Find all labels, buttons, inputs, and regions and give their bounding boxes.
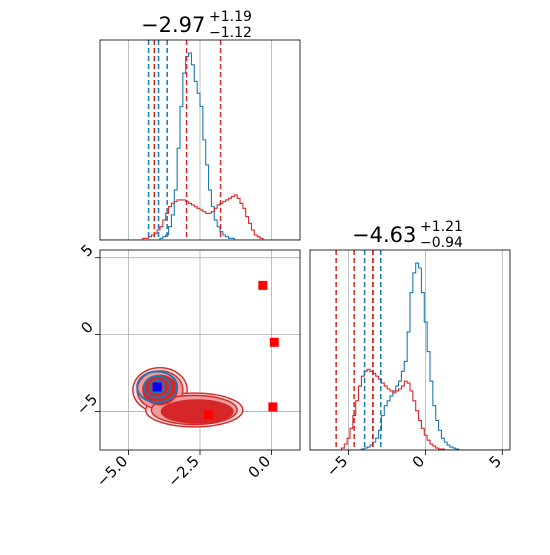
- y-tick-label: 5: [77, 241, 96, 260]
- x-tick-label: −2.5: [164, 452, 202, 490]
- marginal-2-quantile-lines: [335, 250, 382, 450]
- marker: [269, 337, 279, 347]
- marginal-2-ticks: −5 0 5: [323, 450, 505, 480]
- marginal-1-title-sup: +1.19: [209, 9, 252, 25]
- marginal-panel-1: −2.97 +1.19 −1.12: [99, 9, 301, 241]
- histogram-series-1: [310, 368, 510, 450]
- marginal-1-quantile-lines: [147, 40, 222, 240]
- joint-contours: [132, 366, 244, 428]
- marginal-2-title-sub: −0.94: [420, 235, 463, 251]
- marginal-1-frame: [99, 39, 301, 241]
- joint-markers: [152, 280, 279, 420]
- marker: [204, 410, 214, 420]
- blue-contour: [136, 370, 179, 404]
- marginal-2-frame: [309, 249, 511, 451]
- marginal-1-title: −2.97: [141, 13, 205, 37]
- y-tick-label: 0: [77, 318, 96, 337]
- marginal-2-title: −4.63: [352, 223, 416, 247]
- marginal-1-title-sub: −1.12: [209, 25, 252, 41]
- histogram-series-1: [100, 194, 300, 240]
- marker: [268, 402, 278, 412]
- marginal-2-histograms: [310, 262, 510, 450]
- red-contour: [160, 399, 234, 424]
- marginal-2-grid: [348, 250, 503, 450]
- blue-contour: [143, 375, 171, 399]
- x-tick-label: −5.0: [93, 452, 131, 490]
- x-tick-label: 0: [409, 452, 428, 471]
- x-tick-label: 0.0: [245, 452, 275, 482]
- x-tick-label: 5: [486, 452, 505, 471]
- y-tick-label: −5: [73, 390, 101, 418]
- marker: [152, 382, 162, 392]
- marginal-panel-2: −5 0 5 −4.63 +1.21 −0.94: [309, 219, 511, 480]
- marker: [258, 280, 268, 290]
- x-tick-label: −5: [323, 452, 351, 480]
- marginal-2-title-sup: +1.21: [420, 219, 463, 235]
- marginal-1-histograms: [100, 52, 300, 240]
- blue-contour: [149, 379, 166, 395]
- histogram-series-0: [310, 262, 510, 450]
- histogram-series-0: [100, 52, 300, 240]
- marginal-1-grid: [128, 40, 272, 240]
- joint-ticks: −5.0 −2.5 0.0 −5 0 5: [73, 241, 274, 491]
- joint-panel: −5.0 −2.5 0.0 −5 0 5: [73, 241, 301, 491]
